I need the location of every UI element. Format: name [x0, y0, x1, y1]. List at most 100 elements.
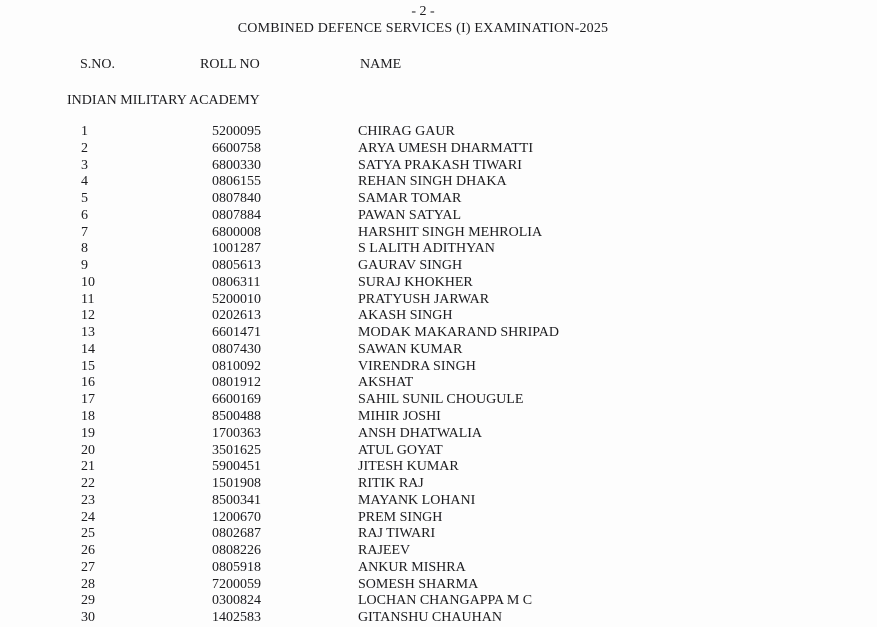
roll-no-cell: 0805613	[212, 258, 261, 274]
table-row: 12 0202613 AKASH SINGH	[0, 308, 877, 325]
roll-no-cell: 5900451	[212, 459, 261, 475]
table-row: 20 3501625 ATUL GOYAT	[0, 443, 877, 460]
name-cell: SAWAN KUMAR	[358, 341, 463, 357]
roll-no-cell: 0805918	[212, 559, 261, 575]
roll-no-cell: 5200010	[212, 291, 261, 307]
page-title: COMBINED DEFENCE SERVICES (I) EXAMINATIO…	[237, 21, 609, 36]
sno-cell: 9	[81, 258, 88, 274]
sno-cell: 23	[81, 492, 95, 508]
sno-cell: 12	[81, 308, 95, 324]
roll-no-cell: 0807430	[212, 341, 261, 357]
name-cell: MAYANK LOHANI	[358, 492, 476, 508]
table-row: 15 0810092 VIRENDRA SINGH	[0, 359, 877, 376]
sno-cell: 24	[81, 509, 95, 525]
roll-no-cell: 0808226	[212, 543, 261, 559]
sno-cell: 3	[81, 157, 88, 173]
roll-no-cell: 7200059	[212, 576, 261, 592]
table-header-row: S.NO. ROLL NO NAME	[0, 57, 877, 74]
roll-no-cell: 1402583	[212, 610, 261, 626]
sno-cell: 2	[81, 140, 88, 156]
table-row: 6 0807884 PAWAN SATYAL	[0, 208, 877, 225]
roll-no-cell: 1001287	[212, 241, 261, 257]
sno-cell: 20	[81, 442, 95, 458]
sno-cell: 5	[81, 191, 88, 207]
sno-cell: 13	[81, 325, 95, 341]
sno-cell: 16	[81, 375, 95, 391]
name-cell: AKSHAT	[358, 375, 414, 391]
sno-cell: 1	[81, 124, 88, 139]
roll-no-cell: 6601471	[212, 325, 261, 341]
table-row: 28 7200059 SOMESH SHARMA	[0, 577, 877, 594]
name-cell: PREM SINGH	[358, 509, 443, 525]
roll-no-cell: 1501908	[212, 476, 261, 492]
column-header-roll-no: ROLL NO	[200, 57, 260, 72]
table-row: 10 0806311 SURAJ KHOKHER	[0, 275, 877, 292]
sno-cell: 15	[81, 358, 95, 374]
sno-cell: 7	[81, 224, 88, 240]
sno-cell: 18	[81, 409, 95, 425]
section-heading-academy: INDIAN MILITARY ACADEMY	[67, 93, 260, 108]
roll-no-cell: 8500488	[212, 409, 261, 425]
name-cell: SURAJ KHOKHER	[358, 274, 473, 290]
roll-no-cell: 1200670	[212, 509, 261, 525]
table-row: 22 1501908 RITIK RAJ	[0, 476, 877, 493]
roll-no-cell: 6600169	[212, 392, 261, 408]
roll-no-cell: 0202613	[212, 308, 261, 324]
roll-no-cell: 0802687	[212, 526, 261, 542]
sno-cell: 11	[81, 291, 95, 307]
table-row: 24 1200670 PREM SINGH	[0, 510, 877, 527]
sno-cell: 28	[81, 576, 95, 592]
sno-cell: 6	[81, 207, 88, 223]
name-cell: ANKUR MISHRA	[358, 559, 466, 575]
roll-no-cell: 5200095	[212, 124, 261, 139]
table-row: 13 6601471 MODAK MAKARAND SHRIPAD	[0, 325, 877, 342]
sno-cell: 21	[81, 459, 95, 475]
sno-cell: 25	[81, 526, 95, 542]
name-cell: PRATYUSH JARWAR	[358, 291, 490, 307]
table-row: 1 5200095 CHIRAG GAUR	[0, 124, 877, 141]
roll-no-cell: 8500341	[212, 492, 261, 508]
table-row: 7 6800008 HARSHIT SINGH MEHROLIA	[0, 225, 877, 242]
table-row: 9 0805613 GAURAV SINGH	[0, 258, 877, 275]
sno-cell: 4	[81, 174, 88, 190]
roll-no-cell: 1700363	[212, 425, 261, 441]
name-cell: SOMESH SHARMA	[358, 576, 479, 592]
name-cell: CHIRAG GAUR	[358, 124, 455, 139]
name-cell: HARSHIT SINGH MEHROLIA	[358, 224, 543, 240]
name-cell: SATYA PRAKASH TIWARI	[358, 157, 522, 173]
name-cell: MODAK MAKARAND SHRIPAD	[358, 325, 559, 341]
name-cell: ARYA UMESH DHARMATTI	[358, 140, 534, 156]
table-row: 25 0802687 RAJ TIWARI	[0, 526, 877, 543]
sno-cell: 19	[81, 425, 95, 441]
sno-cell: 14	[81, 341, 95, 357]
table-row: 19 1700363 ANSH DHATWALIA	[0, 426, 877, 443]
sno-cell: 30	[81, 610, 95, 626]
table-row: 4 0806155 REHAN SINGH DHAKA	[0, 174, 877, 191]
table-row: 26 0808226 RAJEEV	[0, 543, 877, 560]
table-row: 11 5200010 PRATYUSH JARWAR	[0, 292, 877, 309]
name-cell: ANSH DHATWALIA	[358, 425, 483, 441]
name-cell: RITIK RAJ	[358, 476, 424, 492]
roll-no-cell: 0801912	[212, 375, 261, 391]
name-cell: VIRENDRA SINGH	[358, 358, 476, 374]
table-row: 16 0801912 AKSHAT	[0, 375, 877, 392]
page-number: - 2 -	[411, 4, 435, 19]
name-cell: ATUL GOYAT	[358, 442, 443, 458]
roll-no-cell: 6600758	[212, 140, 261, 156]
table-row: 8 1001287 S LALITH ADITHYAN	[0, 241, 877, 258]
sno-cell: 27	[81, 559, 95, 575]
roll-no-cell: 0806155	[212, 174, 261, 190]
roll-no-cell: 0806311	[212, 274, 261, 290]
candidate-table-body: 1 5200095 CHIRAG GAUR 2 6600758 ARYA UMESH DH…	[0, 124, 877, 627]
name-cell: PAWAN SATYAL	[358, 207, 461, 223]
name-cell: JITESH KUMAR	[358, 459, 459, 475]
name-cell: GITANSHU CHAUHAN	[358, 610, 502, 626]
table-row: 3 6800330 SATYA PRAKASH TIWARI	[0, 158, 877, 175]
sno-cell: 22	[81, 476, 95, 492]
table-row: 2 6600758 ARYA UMESH DHARMATTI	[0, 141, 877, 158]
roll-no-cell: 0807884	[212, 207, 261, 223]
column-header-name: NAME	[360, 57, 402, 72]
roll-no-cell: 6800330	[212, 157, 261, 173]
sno-cell: 17	[81, 392, 95, 408]
